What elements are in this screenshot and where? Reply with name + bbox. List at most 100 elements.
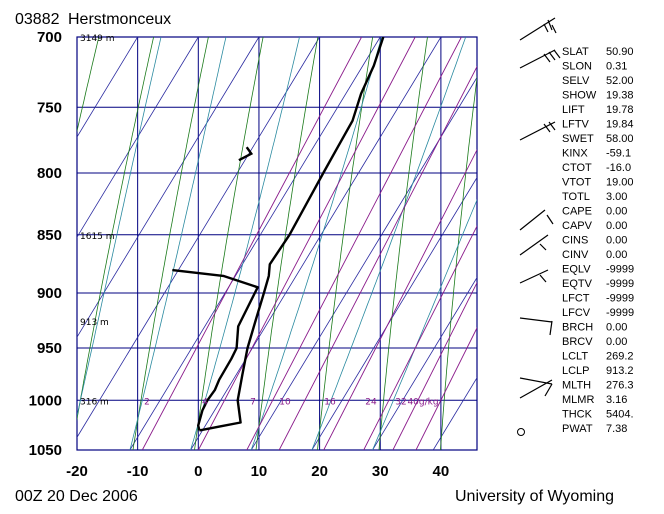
mixing-ratio-line bbox=[415, 326, 477, 450]
pressure-tick-label: 850 bbox=[37, 227, 62, 244]
index-name: KINX bbox=[562, 148, 588, 160]
pressure-tick-label: 950 bbox=[37, 340, 62, 357]
isotherm-line bbox=[372, 276, 477, 450]
index-name: CINV bbox=[562, 249, 589, 261]
index-value: 19.84 bbox=[606, 119, 634, 131]
index-name: CTOT bbox=[562, 162, 592, 174]
isotherm-line bbox=[190, 37, 442, 450]
mixing-ratio-line bbox=[278, 65, 477, 450]
temp-tick-label: -20 bbox=[66, 463, 88, 480]
pressure-tick-label: 1050 bbox=[29, 442, 62, 459]
index-value: -9999 bbox=[606, 307, 634, 319]
index-value: 0.00 bbox=[606, 336, 627, 348]
isotherm-line bbox=[77, 37, 260, 338]
thermo-lines bbox=[0, 37, 477, 450]
index-value: 0.00 bbox=[606, 206, 627, 218]
index-name: SLON bbox=[562, 61, 592, 73]
temp-tick-label: 30 bbox=[372, 463, 389, 480]
isotherm-line bbox=[77, 37, 199, 238]
height-label: 1615 m bbox=[80, 232, 115, 242]
mixing-ratio-line bbox=[141, 37, 362, 450]
dry-adiabat bbox=[77, 37, 100, 133]
height-label: 316 m bbox=[80, 397, 109, 407]
index-name: LCLP bbox=[562, 365, 590, 377]
wind-barb bbox=[519, 234, 549, 256]
dewpoint-profile bbox=[172, 268, 259, 431]
index-value: 7.38 bbox=[606, 423, 627, 435]
index-name: CAPV bbox=[562, 220, 593, 232]
index-name: THCK bbox=[562, 409, 593, 421]
wind-barb-feather bbox=[547, 19, 553, 31]
index-value: -9999 bbox=[606, 264, 634, 276]
wind-barb-feather bbox=[543, 23, 549, 33]
pressure-tick-label: 900 bbox=[37, 285, 62, 302]
index-name: LFTV bbox=[562, 119, 590, 131]
dry-adiabat bbox=[378, 37, 428, 450]
index-name: CINS bbox=[562, 235, 588, 247]
wind-barb bbox=[519, 269, 549, 284]
temperature-profile bbox=[199, 37, 385, 432]
index-name: VTOT bbox=[562, 177, 591, 189]
wind-barb-feather bbox=[549, 320, 553, 336]
mixing-ratio-line bbox=[198, 37, 416, 450]
index-name: LIFT bbox=[562, 104, 585, 116]
wind-barb-feather bbox=[544, 383, 553, 397]
mixing-ratio-label: 10 bbox=[279, 397, 291, 407]
index-value: 0.00 bbox=[606, 249, 627, 261]
moist-adiabat bbox=[250, 37, 382, 450]
station-id: 03882 bbox=[15, 11, 60, 28]
isotherm-line bbox=[129, 37, 381, 450]
wind-barb-feather bbox=[543, 123, 551, 133]
index-name: LCLT bbox=[562, 351, 588, 363]
pressure-tick-label: 700 bbox=[37, 29, 62, 46]
index-name: BRCV bbox=[562, 336, 593, 348]
index-value: 913.2 bbox=[606, 365, 634, 377]
height-label: 3149 m bbox=[80, 34, 115, 44]
temp-tick-label: 0 bbox=[194, 463, 202, 480]
mixing-ratio-line bbox=[392, 281, 477, 450]
temp-tick-label: 10 bbox=[251, 463, 268, 480]
data-source: University of Wyoming bbox=[455, 488, 614, 505]
mixing-ratio-label: 40g/kg bbox=[407, 397, 438, 407]
mixing-ratio-line bbox=[323, 148, 477, 450]
index-name: CAPE bbox=[562, 206, 592, 218]
isotherm-line bbox=[432, 376, 477, 450]
moist-adiabat bbox=[77, 37, 162, 418]
wind-barb-feather bbox=[543, 53, 551, 63]
index-name: EQTV bbox=[562, 278, 593, 290]
index-value: 19.00 bbox=[606, 177, 634, 189]
index-value: -9999 bbox=[606, 293, 634, 305]
moist-adiabat bbox=[190, 37, 300, 450]
index-value: -9999 bbox=[606, 278, 634, 290]
isotherm-line bbox=[77, 37, 138, 138]
index-name: MLMR bbox=[562, 394, 594, 406]
wind-barb-feather bbox=[539, 243, 547, 251]
index-value: -59.1 bbox=[606, 148, 631, 160]
diagram-grid bbox=[76, 36, 478, 451]
moist-adiabat bbox=[372, 198, 477, 450]
mixing-ratio-label: 32 bbox=[395, 397, 406, 407]
isotherm-line bbox=[0, 37, 16, 450]
mixing-ratio-label: 4 bbox=[202, 397, 208, 407]
index-value: 19.78 bbox=[606, 104, 634, 116]
dewpoint-profile-upper bbox=[238, 146, 254, 162]
index-value: 52.00 bbox=[606, 75, 634, 87]
index-name: BRCH bbox=[562, 322, 593, 334]
wind-barb-feather bbox=[548, 121, 556, 131]
index-value: 0.00 bbox=[606, 220, 627, 232]
index-value: 3.16 bbox=[606, 394, 627, 406]
mixing-ratio-line bbox=[246, 37, 462, 450]
index-value: 50.90 bbox=[606, 46, 634, 58]
dry-adiabat bbox=[194, 37, 264, 450]
index-value: 3.00 bbox=[606, 191, 627, 203]
index-value: 58.00 bbox=[606, 133, 634, 145]
index-name: LFCT bbox=[562, 293, 590, 305]
isotherm-line bbox=[77, 37, 320, 439]
moist-adiabat bbox=[129, 37, 227, 450]
index-name: SHOW bbox=[562, 90, 597, 102]
mixing-ratio-line bbox=[363, 225, 477, 450]
station-name: Herstmonceux bbox=[68, 11, 171, 28]
index-name: LFCV bbox=[562, 307, 591, 319]
temp-tick-label: 20 bbox=[311, 463, 328, 480]
